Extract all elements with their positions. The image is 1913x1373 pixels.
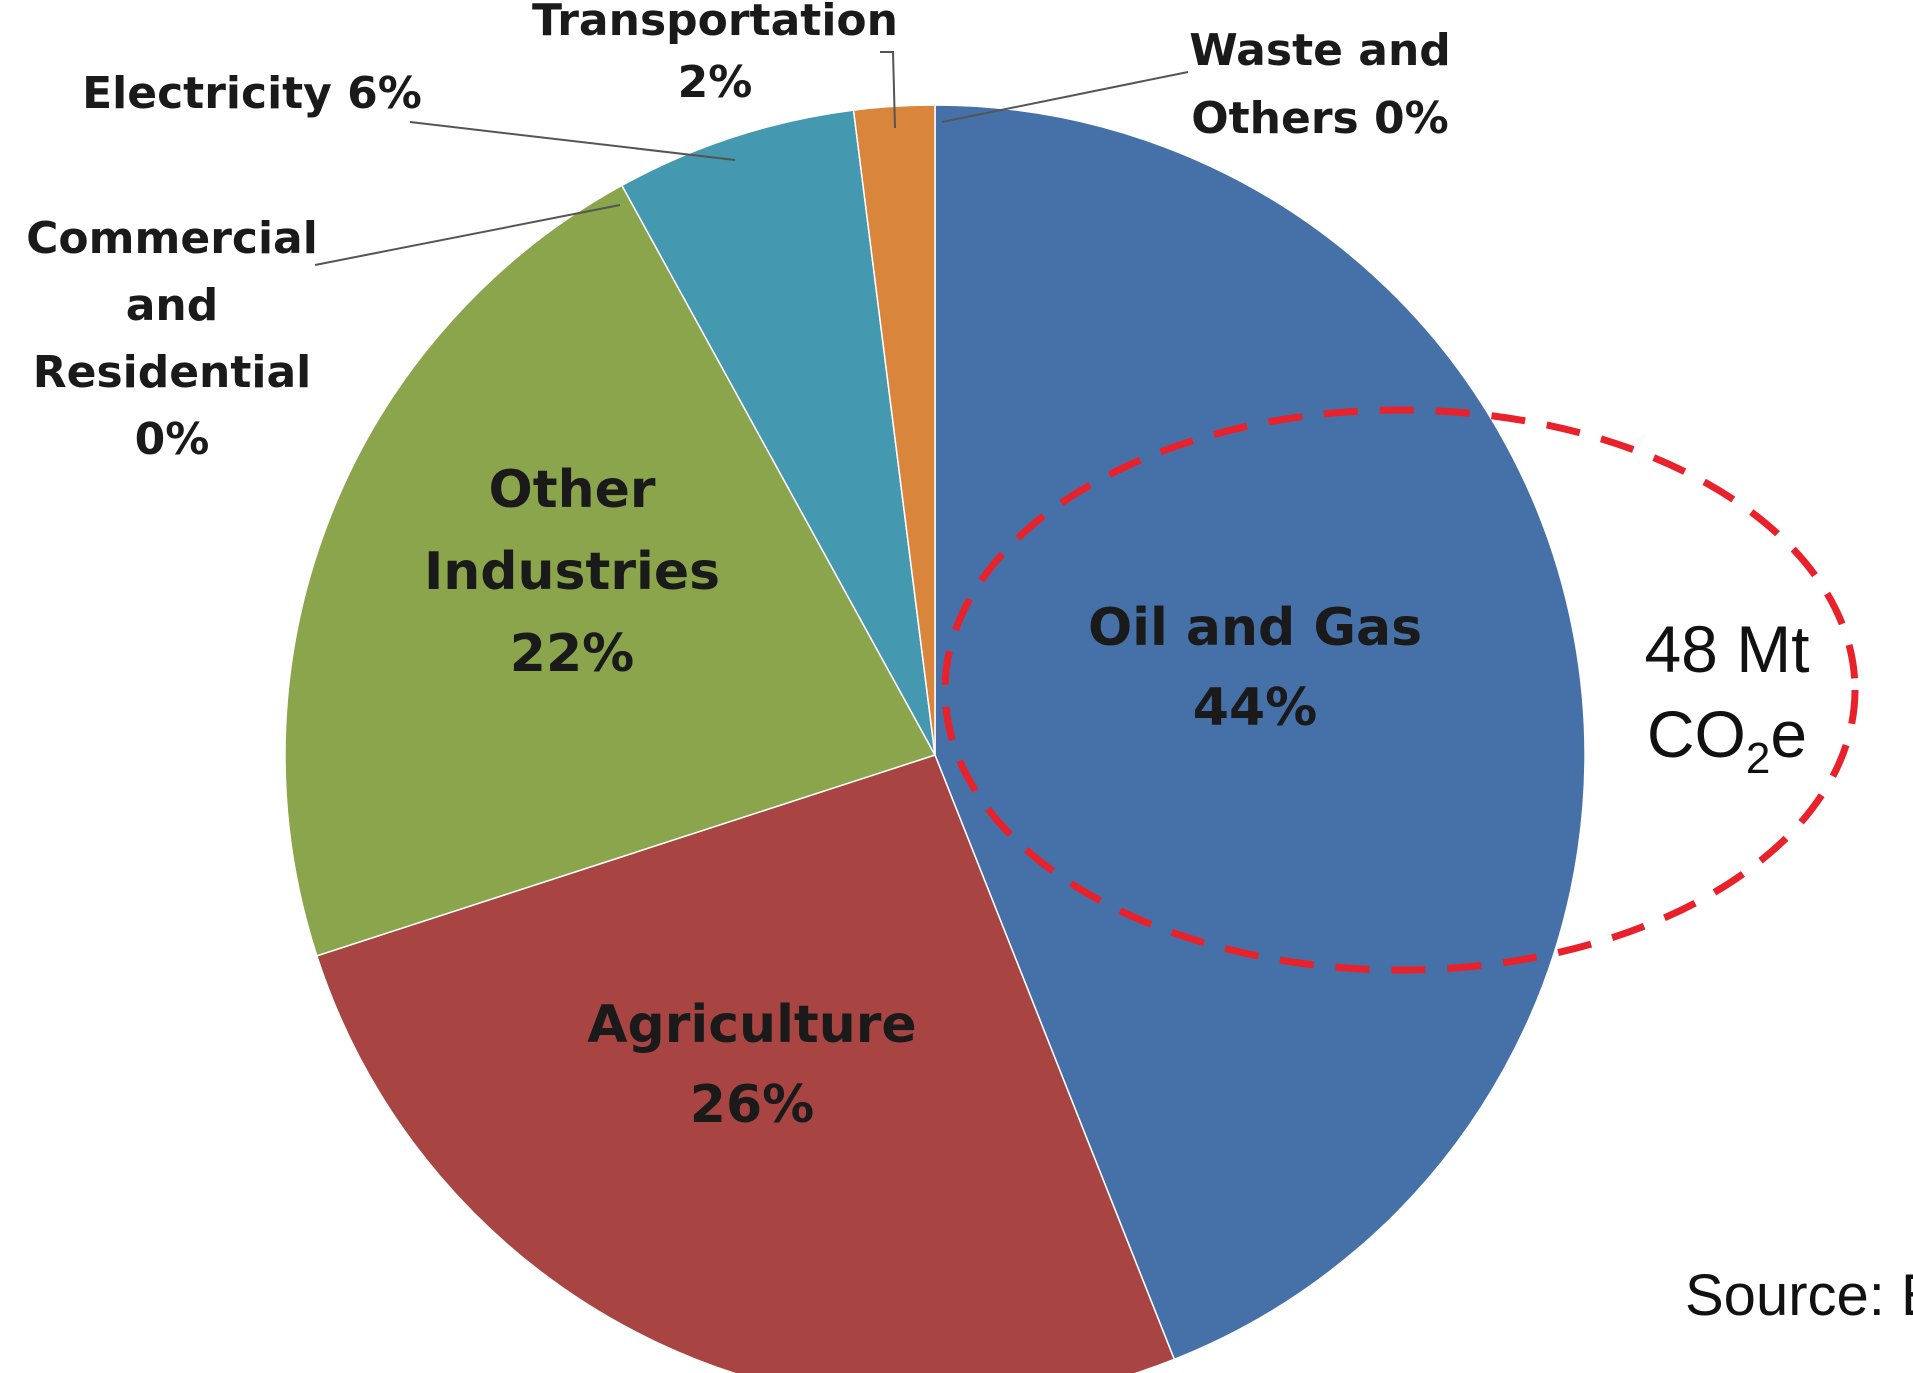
pie-slice	[315, 754, 1176, 1373]
annotation-subscript: 2	[1746, 734, 1770, 783]
slice-label-line: Agriculture	[587, 995, 916, 1055]
slice-labels: Oil and Gas 44% Agriculture 26% Other Industr…	[26, 0, 1451, 1135]
annotation-co: CO	[1647, 697, 1746, 771]
slice-label-line: and	[126, 280, 219, 331]
slice-label-line: Residential	[33, 347, 312, 398]
pie-slice	[284, 184, 937, 957]
leader-line	[409, 121, 736, 161]
pie-slice	[934, 104, 1586, 1361]
pie-slice	[620, 109, 936, 756]
slice-label-line: 22%	[510, 624, 634, 684]
leader-lines	[314, 51, 1189, 266]
slice-label-line: Commercial	[26, 213, 318, 264]
slice-label-line: 44%	[1193, 678, 1317, 738]
annotation-line2: CO2e	[1647, 697, 1807, 783]
slice-label-line: Industries	[424, 542, 720, 602]
slice-label-line: 26%	[690, 1075, 814, 1135]
slice-label: Agriculture 26%	[587, 995, 916, 1135]
slice-label: Electricity 6%	[82, 68, 422, 119]
slice-label-line: 0%	[135, 414, 210, 465]
slice-label-line: Other	[489, 460, 656, 520]
pie-slices	[284, 104, 1586, 1373]
slice-label: Oil and Gas 44%	[1088, 598, 1422, 738]
annotation-e: e	[1770, 697, 1807, 771]
slice-label-line: 2%	[678, 57, 753, 108]
slice-label-line: Electricity 6%	[82, 68, 422, 119]
highlight-ellipse	[941, 406, 1859, 974]
leader-line	[314, 204, 621, 266]
source-text: Source: E	[1685, 1263, 1913, 1328]
slice-label: Other Industries 22%	[424, 460, 720, 684]
slice-label-line: Transportation	[532, 0, 898, 46]
slice-label-line: Oil and Gas	[1088, 598, 1422, 658]
slice-label: Waste and Others 0%	[1189, 25, 1451, 144]
slice-label: Transportation 2%	[532, 0, 898, 108]
slice-label: Commercial and Residential 0%	[26, 213, 318, 465]
leader-line	[941, 71, 1189, 123]
slice-label-line: Others 0%	[1191, 93, 1449, 144]
annotation-line1: 48 Mt	[1644, 612, 1809, 686]
slice-label-line: Waste and	[1189, 25, 1451, 76]
leader-line	[880, 51, 896, 129]
